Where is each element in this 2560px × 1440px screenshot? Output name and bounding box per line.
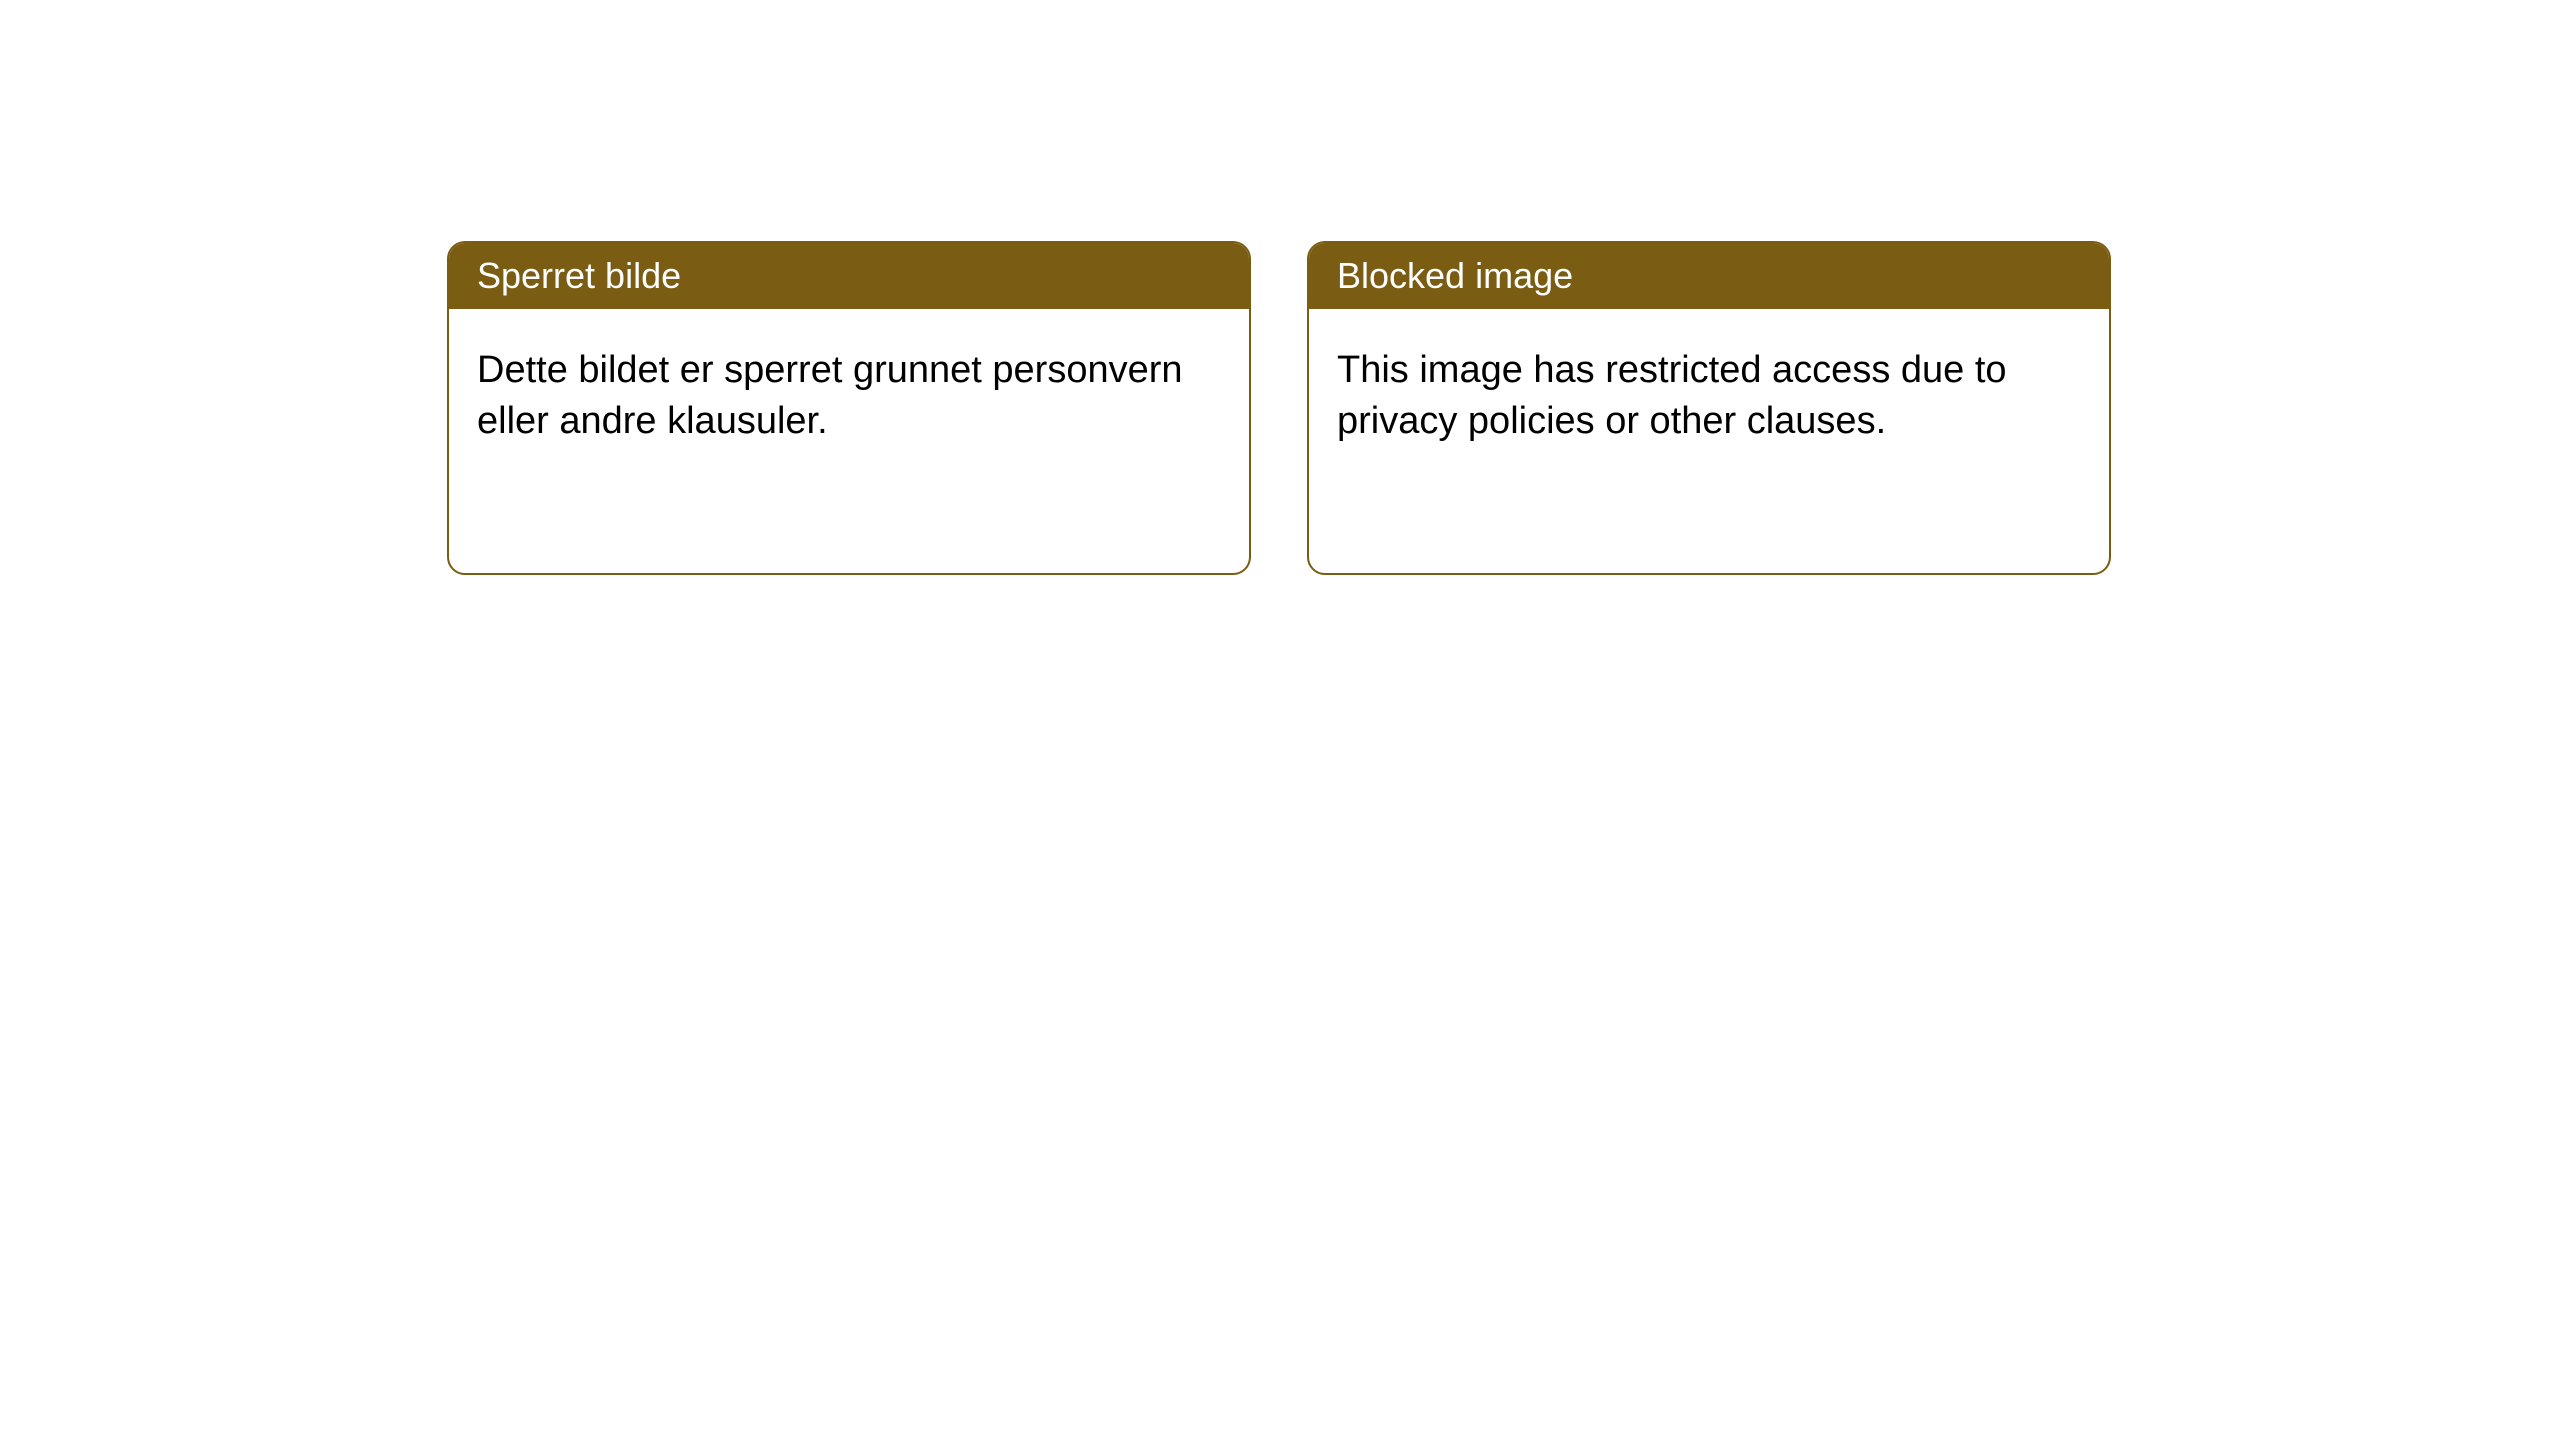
- card-title-en: Blocked image: [1309, 243, 2109, 309]
- card-body-no: Dette bildet er sperret grunnet personve…: [449, 309, 1249, 484]
- blocked-image-card-en: Blocked image This image has restricted …: [1307, 241, 2111, 575]
- blocked-image-card-no: Sperret bilde Dette bildet er sperret gr…: [447, 241, 1251, 575]
- card-body-en: This image has restricted access due to …: [1309, 309, 2109, 484]
- card-title-no: Sperret bilde: [449, 243, 1249, 309]
- notice-container: Sperret bilde Dette bildet er sperret gr…: [0, 0, 2560, 575]
